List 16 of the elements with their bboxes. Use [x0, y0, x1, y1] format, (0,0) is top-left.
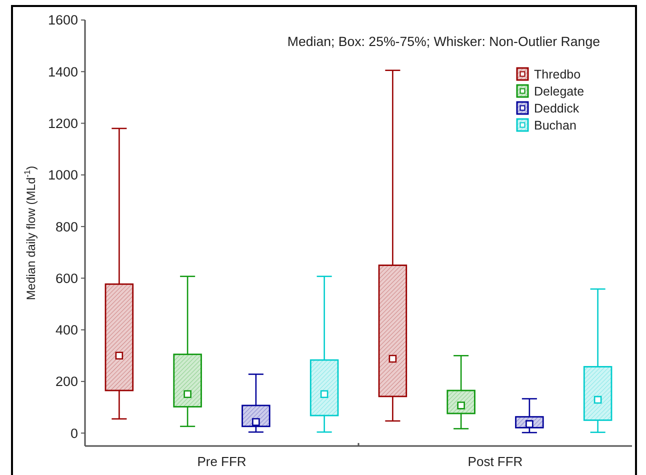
legend-label: Deddick — [534, 101, 580, 116]
x-tick-label: Post FFR — [468, 454, 523, 469]
y-tick-label: 600 — [55, 270, 78, 286]
annotation: Median; Box: 25%-75%; Whisker: Non-Outlier Range — [287, 34, 600, 49]
y-tick-label: 1600 — [48, 12, 78, 28]
y-tick-label: 1200 — [48, 116, 78, 131]
y-tick-label: 1000 — [48, 168, 78, 183]
legend-label: Thredbo — [534, 67, 581, 82]
x-tick-label: Pre FFR — [197, 454, 246, 469]
y-tick-label: 1400 — [48, 64, 78, 80]
y-tick-label: 200 — [55, 374, 78, 390]
legend-label: Buchan — [534, 118, 576, 132]
y-tick-label: 0 — [70, 426, 78, 441]
y-tick-label: 800 — [55, 219, 78, 234]
y-tick-label: 400 — [55, 322, 78, 338]
legend-label: Delegate — [534, 84, 584, 98]
